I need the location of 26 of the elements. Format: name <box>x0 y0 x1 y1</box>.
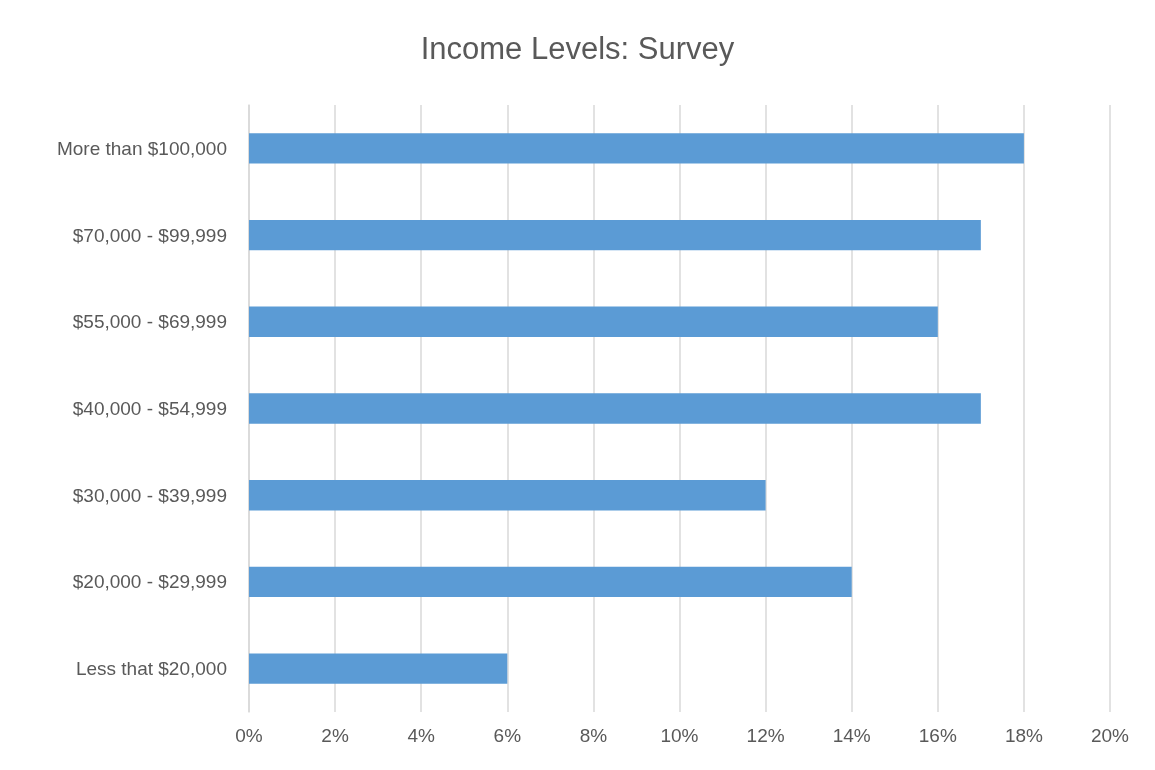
y-tick-label: $20,000 - $29,999 <box>72 571 227 593</box>
x-tick-label: 20% <box>1090 725 1130 746</box>
y-tick-label: $55,000 - $69,999 <box>72 311 227 333</box>
y-tick-label: Less that $20,000 <box>75 658 227 680</box>
y-tick-label: More than $100,000 <box>56 137 227 159</box>
x-tick-label: 14% <box>832 725 871 746</box>
x-tick-label: 8% <box>579 725 608 746</box>
chart-title: Income Levels: Survey <box>420 31 735 66</box>
bar <box>249 219 981 251</box>
bar <box>249 480 766 511</box>
x-tick-label: 18% <box>1004 725 1044 746</box>
y-tick-label: $40,000 - $54,999 <box>72 398 227 419</box>
y-tick-label: $30,000 - $39,999 <box>72 484 227 506</box>
bar <box>249 393 981 424</box>
x-tick-label: 0% <box>235 725 263 746</box>
bar <box>249 133 1024 164</box>
x-tick-label: 10% <box>660 725 699 746</box>
x-tick-label: 16% <box>918 725 957 746</box>
bar <box>249 653 508 684</box>
bar <box>249 566 852 598</box>
x-tick-label: 12% <box>746 725 785 746</box>
x-tick-label: 4% <box>407 725 436 746</box>
x-tick-label: 2% <box>321 725 349 746</box>
bar <box>249 306 938 337</box>
y-tick-label: $70,000 - $99,999 <box>72 224 227 246</box>
x-tick-label: 6% <box>493 725 522 746</box>
